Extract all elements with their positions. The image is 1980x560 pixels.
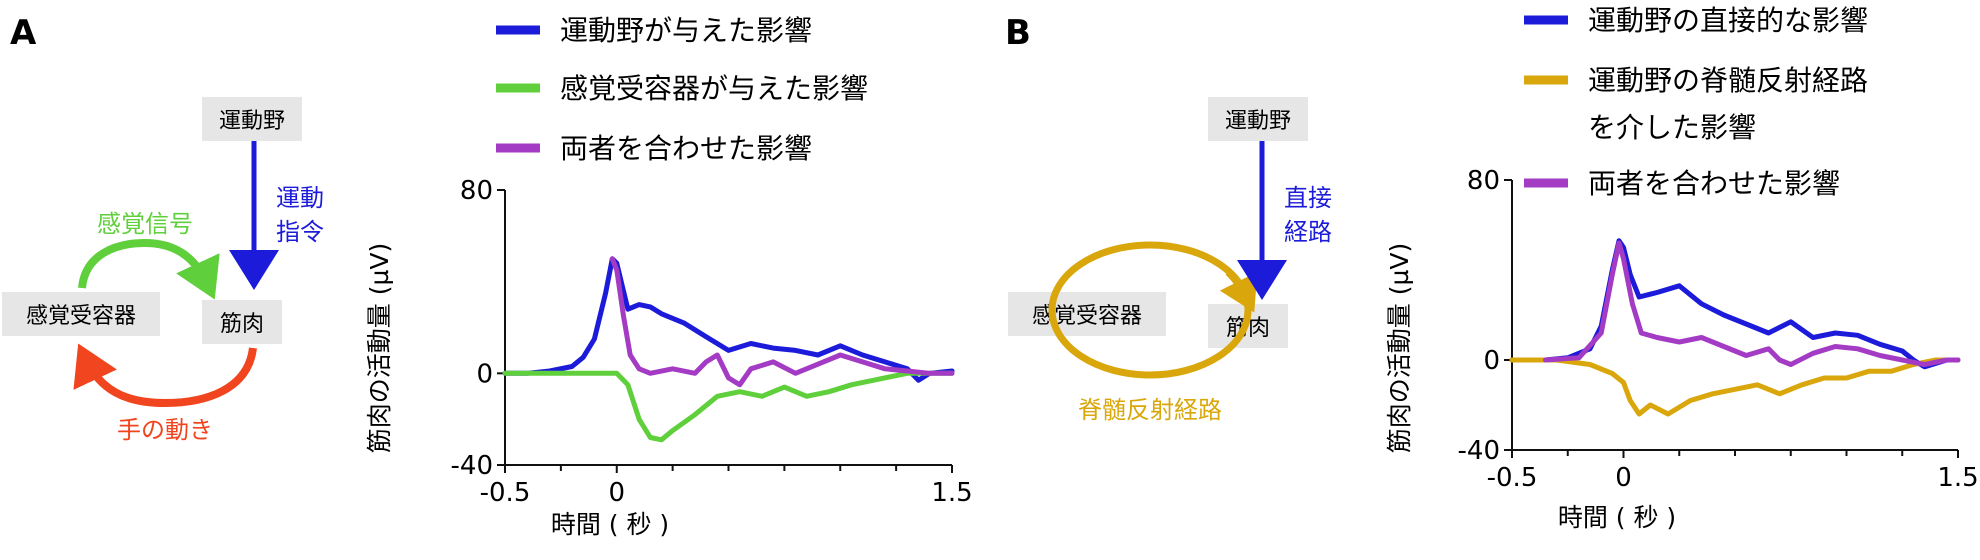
hand-movement-arrow — [73, 343, 257, 408]
panel-b-diagram: B 運動野 筋肉 感覚受容器 直接 経路 脊髄反射経路 — [1005, 13, 1332, 424]
x-tick-label: 1.5 — [1937, 463, 1978, 493]
x-tick-label: 0 — [1615, 463, 1632, 493]
y-tick-label: -40 — [1458, 436, 1500, 466]
y-tick-label: -40 — [451, 451, 493, 481]
chart-a-xlabel: 時間 ( 秒 ) — [551, 510, 669, 539]
spinal-reflex-label: 脊髄反射経路 — [1078, 396, 1222, 424]
legend-label-1-line2: を介した影響 — [1588, 111, 1756, 144]
legend-label-0: 運動野が与えた影響 — [560, 14, 812, 47]
chart-b-xlabel: 時間 ( 秒 ) — [1558, 503, 1676, 532]
y-tick-label: 80 — [460, 176, 493, 206]
motor-cortex-label: 運動野 — [219, 109, 285, 134]
chart-a-axes: -0.5 0 1.5 80 0 -40 — [451, 176, 973, 508]
chart-b-legend: 運動野の直接的な影響 運動野の脊髄反射経路 を介した影響 両者を合わせた影響 — [1524, 4, 1868, 200]
chart-a-legend: 運動野が与えた影響 感覚受容器が与えた影響 両者を合わせた影響 — [496, 14, 868, 165]
legend-label-2: 両者を合わせた影響 — [560, 132, 812, 165]
chart-a: 運動野が与えた影響 感覚受容器が与えた影響 両者を合わせた影響 筋肉の活動量 (… — [365, 14, 973, 539]
legend-label-0: 運動野の直接的な影響 — [1588, 4, 1868, 37]
series-line-2 — [1543, 240, 1961, 367]
sensory-signal-label: 感覚信号 — [97, 210, 193, 238]
sensory-signal-arrow — [78, 238, 220, 300]
receptor-label: 感覚受容器 — [1032, 304, 1142, 329]
chart-b: 運動野の直接的な影響 運動野の脊髄反射経路 を介した影響 両者を合わせた影響 筋… — [1385, 4, 1979, 532]
x-tick-label: -0.5 — [480, 478, 531, 508]
muscle-box — [202, 300, 282, 344]
series-line-0 — [502, 256, 955, 383]
muscle-label: 筋肉 — [220, 312, 264, 337]
motor-command-line2: 指令 — [276, 218, 324, 246]
receptor-box — [1008, 292, 1166, 336]
motor-cortex-box — [202, 97, 302, 141]
chart-b-ylabel: 筋肉の活動量 (µV) — [1385, 243, 1414, 453]
legend-label-2: 両者を合わせた影響 — [1588, 167, 1840, 200]
receptor-label: 感覚受容器 — [26, 304, 136, 329]
series-line-1 — [502, 370, 955, 443]
x-tick-label: 1.5 — [931, 478, 972, 508]
motor-cortex-label: 運動野 — [1225, 109, 1291, 134]
chart-a-plot — [502, 256, 955, 443]
hand-movement-label: 手の動き — [117, 416, 213, 444]
legend-label-1: 感覚受容器が与えた影響 — [560, 72, 868, 105]
receptor-box — [2, 292, 160, 336]
y-tick-label: 80 — [1467, 166, 1500, 196]
series-line-0 — [1509, 238, 1961, 370]
series-line-2 — [609, 256, 955, 388]
chart-a-ylabel: 筋肉の活動量 (µV) — [365, 243, 394, 453]
x-tick-label: 0 — [608, 478, 625, 508]
direct-path-line1: 直接 — [1284, 184, 1332, 212]
chart-b-plot — [1509, 238, 1961, 417]
y-tick-label: 0 — [476, 359, 493, 389]
panel-a-letter: A — [10, 13, 37, 53]
y-tick-label: 0 — [1483, 346, 1500, 376]
motor-command-line1: 運動 — [276, 184, 324, 212]
x-tick-label: -0.5 — [1487, 463, 1538, 493]
motor-cortex-box — [1208, 97, 1308, 141]
legend-label-1-line1: 運動野の脊髄反射経路 — [1588, 64, 1868, 97]
direct-path-line2: 経路 — [1284, 218, 1332, 246]
series-line-1 — [1509, 357, 1961, 417]
panel-b-letter: B — [1005, 13, 1031, 53]
panel-a-diagram: A 運動野 筋肉 感覚受容器 運動 指令 感覚信号 手の動き — [2, 13, 324, 444]
chart-b-axes: -0.5 0 1.5 80 0 -40 — [1458, 166, 1979, 493]
